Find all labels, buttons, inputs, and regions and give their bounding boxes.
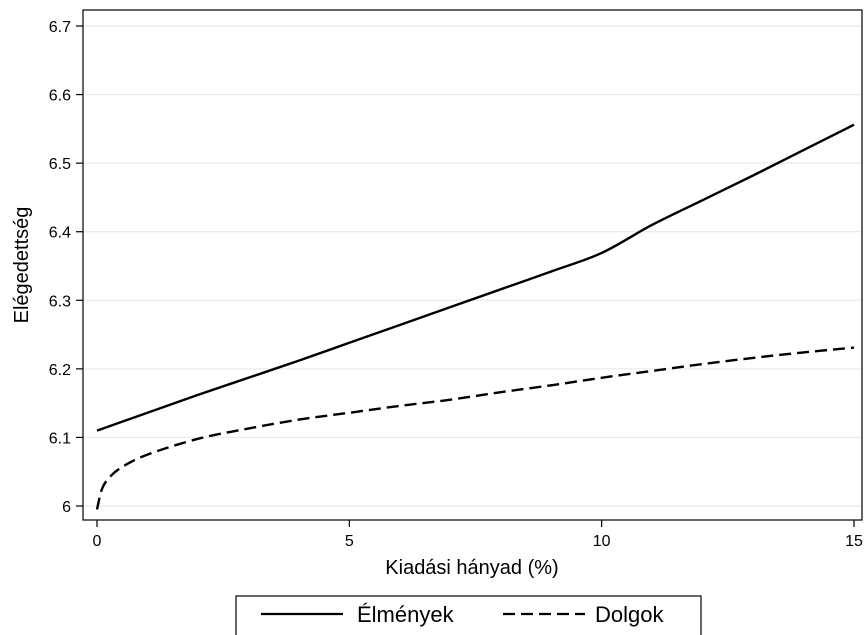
- x-tick-label-3: 15: [845, 533, 863, 550]
- y-axis: 6 6.1 6.2 6.3 6.4 6.5 6.6 6.7: [49, 19, 83, 516]
- y-tick-label-4: 6.4: [49, 225, 71, 242]
- grid-lines: [83, 25, 862, 507]
- series-line-dolgok: [95, 346, 855, 510]
- y-axis-title: Elégedettség: [11, 207, 33, 324]
- legend-box: [235, 595, 702, 635]
- x-tick-label-1: 5: [345, 533, 354, 550]
- x-tick-label-0: 0: [93, 533, 102, 550]
- y-tick-label-6: 6.6: [49, 88, 71, 105]
- y-tick-label-5: 6.5: [49, 156, 71, 173]
- y-tick-label-7: 6.7: [49, 19, 71, 36]
- y-tick-label-3: 6.3: [49, 293, 71, 310]
- series-line-elmenyek: [96, 123, 855, 432]
- y-tick-label-2: 6.2: [49, 362, 71, 379]
- x-tick-label-2: 10: [593, 533, 611, 550]
- series-lines: [95, 123, 855, 510]
- plot-border: [82, 9, 863, 521]
- legend-label-elmenyek: Élmények: [357, 602, 455, 627]
- y-tick-label-1: 6.1: [49, 430, 71, 447]
- x-axis-title: Kiadási hányad (%): [385, 557, 558, 579]
- y-tick-label-0: 6: [62, 499, 71, 516]
- x-axis: 0 5 10 15: [93, 520, 863, 550]
- legend-label-dolgok: Dolgok: [595, 602, 664, 627]
- legend: Élmények Dolgok: [235, 595, 702, 635]
